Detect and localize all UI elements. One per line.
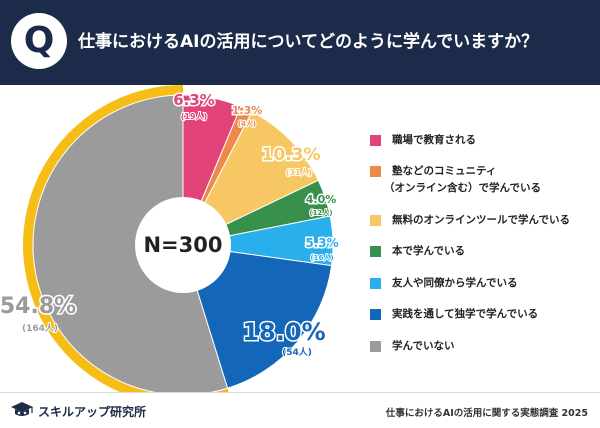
slice-count-label: (4人) (238, 119, 256, 128)
legend-label-line2: （オンライン含む）で学んでいる (384, 182, 541, 194)
legend-label: 友人や同僚から学んでいる (392, 277, 518, 289)
legend-swatch (370, 246, 381, 257)
legend-swatch (370, 341, 381, 352)
brand-name: スキルアップ研究所 (38, 405, 147, 419)
slice-value-label: 10.3% (262, 145, 321, 165)
question-icon-letter: Q (23, 20, 55, 61)
legend-swatch (370, 215, 381, 226)
slice-value-label: 18.0% (242, 318, 325, 346)
legend-swatch (370, 278, 381, 289)
question-icon: Q (11, 13, 67, 69)
pie-chart: N=300 6.3% (19人) 1.3% (4人) 10.3% (31人) 4.0% (12人… (0, 85, 340, 392)
source-caption: 仕事におけるAIの活用に関する実態調査 2025 (385, 408, 588, 419)
slice-value-label: 5.3% (305, 236, 338, 250)
legend-swatch (370, 166, 381, 177)
footer: スキルアップ研究所 仕事におけるAIの活用に関する実態調査 2025 (0, 392, 600, 428)
slice-value-label: 1.3% (232, 104, 263, 117)
slice-count-label: (31人) (286, 167, 312, 177)
legend-label: 塾などのコミュニティ (392, 165, 497, 177)
legend-label: 実践を通して独学で学んでいる (392, 308, 539, 320)
slice-value-label: 6.3% (173, 91, 215, 109)
legend-label: 本で学んでいる (392, 245, 465, 257)
chart-title: 仕事におけるAIの活用についてどのように学んでいますか？ (78, 32, 539, 52)
slice-count-label: (12人) (309, 208, 332, 217)
slice-value-label: 54.8% (0, 294, 76, 319)
slice-count-label: (19人) (181, 111, 207, 121)
center-hole (135, 197, 231, 293)
graduation-cap-icon (11, 402, 33, 416)
slice-count-label: (54人) (282, 346, 312, 358)
header-banner: Q 仕事におけるAIの活用についてどのように学んでいますか？ (0, 0, 600, 85)
pie-slice (182, 244, 333, 389)
legend-swatch (370, 309, 381, 320)
pie-slice (32, 94, 229, 392)
slice-count-label: (164人) (22, 322, 58, 334)
legend-label: 職場で教育される (392, 134, 476, 146)
center-label: N=300 (143, 233, 222, 257)
slice-value-label: 4.0% (306, 193, 337, 206)
legend-label: 無料のオンラインツールで学んでいる (392, 214, 570, 226)
legend-label: 学んでいない (392, 340, 455, 352)
slice-count-label: (16人) (310, 253, 333, 262)
legend-swatch (370, 135, 381, 146)
